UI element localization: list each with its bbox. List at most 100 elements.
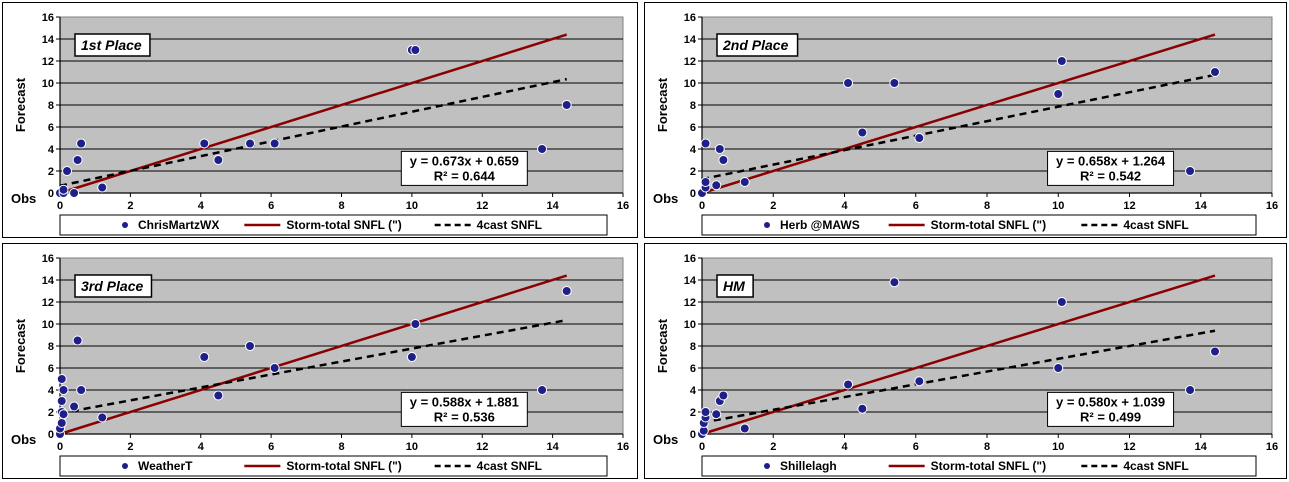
data-point <box>69 188 80 198</box>
x-tick-label: 12 <box>1123 441 1135 453</box>
data-point <box>889 78 900 88</box>
legend-label-points: ChrisMartzWX <box>138 218 219 232</box>
y-tick-label: 14 <box>42 275 55 287</box>
data-point <box>914 133 925 143</box>
x-tick-label: 2 <box>770 441 776 453</box>
x-tick-label: 12 <box>476 200 488 212</box>
x-tick-label: 8 <box>984 441 990 453</box>
legend-marker-points <box>764 463 770 469</box>
y-tick-label: 6 <box>48 363 54 375</box>
data-point <box>58 385 69 395</box>
equation-box <box>1047 150 1175 186</box>
data-point <box>58 184 69 195</box>
data-point <box>56 418 67 428</box>
x-tick-label: 4 <box>198 200 205 212</box>
data-point <box>843 379 854 390</box>
y-tick-label: 12 <box>42 297 54 309</box>
legend-marker-points <box>764 222 770 228</box>
y-tick-label: 2 <box>690 166 696 178</box>
x-tick-label: 4 <box>841 200 848 212</box>
regression-line <box>59 274 568 436</box>
place-label-box <box>74 274 153 298</box>
data-point <box>739 177 750 187</box>
legend <box>701 455 1257 477</box>
x-tick-label: 8 <box>338 441 344 453</box>
legend <box>59 455 608 477</box>
data-point <box>714 144 725 154</box>
data-point <box>269 138 280 149</box>
y-tick-label: 0 <box>690 188 696 200</box>
equation-box <box>400 150 528 186</box>
data-point <box>1185 385 1196 395</box>
x-tick-label: 14 <box>1195 200 1208 212</box>
data-point <box>1056 56 1067 66</box>
data-point <box>700 138 711 149</box>
data-point <box>72 335 83 346</box>
data-point <box>76 385 87 395</box>
y-tick-label: 8 <box>48 100 54 112</box>
y-tick-label: 4 <box>48 144 55 156</box>
data-point <box>718 390 729 401</box>
legend-label-trend: 4cast SNFL <box>1123 459 1188 473</box>
y-tick-label: 8 <box>48 341 54 353</box>
data-point <box>739 423 750 434</box>
x-tick-label: 6 <box>913 200 919 212</box>
x-tick-label: 12 <box>1123 200 1135 212</box>
trend-line <box>59 318 567 415</box>
regression-line <box>701 33 1216 195</box>
data-point <box>700 407 711 417</box>
x-tick-label: 2 <box>770 200 776 212</box>
y-axis-label: Forecast <box>655 318 670 373</box>
x-tick-label: 6 <box>268 200 274 212</box>
data-point <box>245 341 256 351</box>
data-point <box>410 319 421 329</box>
r-squared-text: R² = 0.542 <box>1080 168 1141 183</box>
y-tick-label: 2 <box>48 166 54 178</box>
data-point <box>843 78 854 88</box>
x-axis-label: Obs <box>653 191 678 206</box>
data-point <box>410 45 421 55</box>
x-tick-label: 16 <box>617 441 629 453</box>
y-tick-label: 2 <box>690 407 696 419</box>
data-point <box>718 155 729 165</box>
y-axis-label: Forecast <box>13 77 28 132</box>
data-point <box>69 401 80 412</box>
x-tick-label: 16 <box>1266 200 1278 212</box>
r-squared-text: R² = 0.644 <box>434 168 496 183</box>
legend-label-points: WeatherT <box>138 459 193 473</box>
x-tick-label: 0 <box>57 200 63 212</box>
data-point <box>97 412 108 423</box>
x-tick-label: 16 <box>617 200 629 212</box>
x-tick-label: 8 <box>338 200 344 212</box>
data-point <box>56 396 67 406</box>
y-axis-label: Forecast <box>655 77 670 132</box>
data-point <box>58 409 69 420</box>
x-tick-label: 10 <box>406 200 418 212</box>
x-tick-label: 10 <box>1052 441 1064 453</box>
x-tick-label: 6 <box>913 441 919 453</box>
place-label-box <box>716 274 754 298</box>
y-tick-label: 0 <box>48 188 54 200</box>
x-tick-label: 10 <box>1052 200 1064 212</box>
y-tick-label: 0 <box>690 429 696 441</box>
data-point <box>406 352 417 362</box>
y-tick-label: 12 <box>684 56 696 68</box>
chart-3rd: 0 2 4 6 8 10 12 14 16 0 2 4 6 8 10 12 14 16 Forecast Obs 3rd… <box>11 253 629 477</box>
place-label-box <box>74 33 151 57</box>
y-tick-label: 2 <box>48 407 54 419</box>
chart-1st: 0 2 4 6 8 10 12 14 16 0 2 4 6 8 10 12 14 16 Forecast Obs 1st… <box>11 12 629 236</box>
equation-text: y = 0.580x + 1.039 <box>1056 394 1165 409</box>
y-tick-label: 10 <box>42 319 54 331</box>
chart-panel-hm: 0 2 4 6 8 10 12 14 16 0 2 4 6 8 10 12 14 16 Forecast Obs HM y… <box>644 243 1287 479</box>
legend-marker-points <box>122 463 128 469</box>
data-point <box>561 100 572 110</box>
y-tick-label: 4 <box>48 385 55 397</box>
legend-label-trend: 4cast SNFL <box>477 218 542 232</box>
data-point <box>56 374 67 384</box>
legend-marker-points <box>122 222 128 228</box>
x-tick-label: 12 <box>476 441 488 453</box>
chart-panel-1st: 0 2 4 6 8 10 12 14 16 0 2 4 6 8 10 12 14 16 Forecast Obs 1st… <box>2 2 638 238</box>
data-point <box>914 376 925 387</box>
x-tick-label: 0 <box>699 200 705 212</box>
x-tick-label: 10 <box>406 441 418 453</box>
